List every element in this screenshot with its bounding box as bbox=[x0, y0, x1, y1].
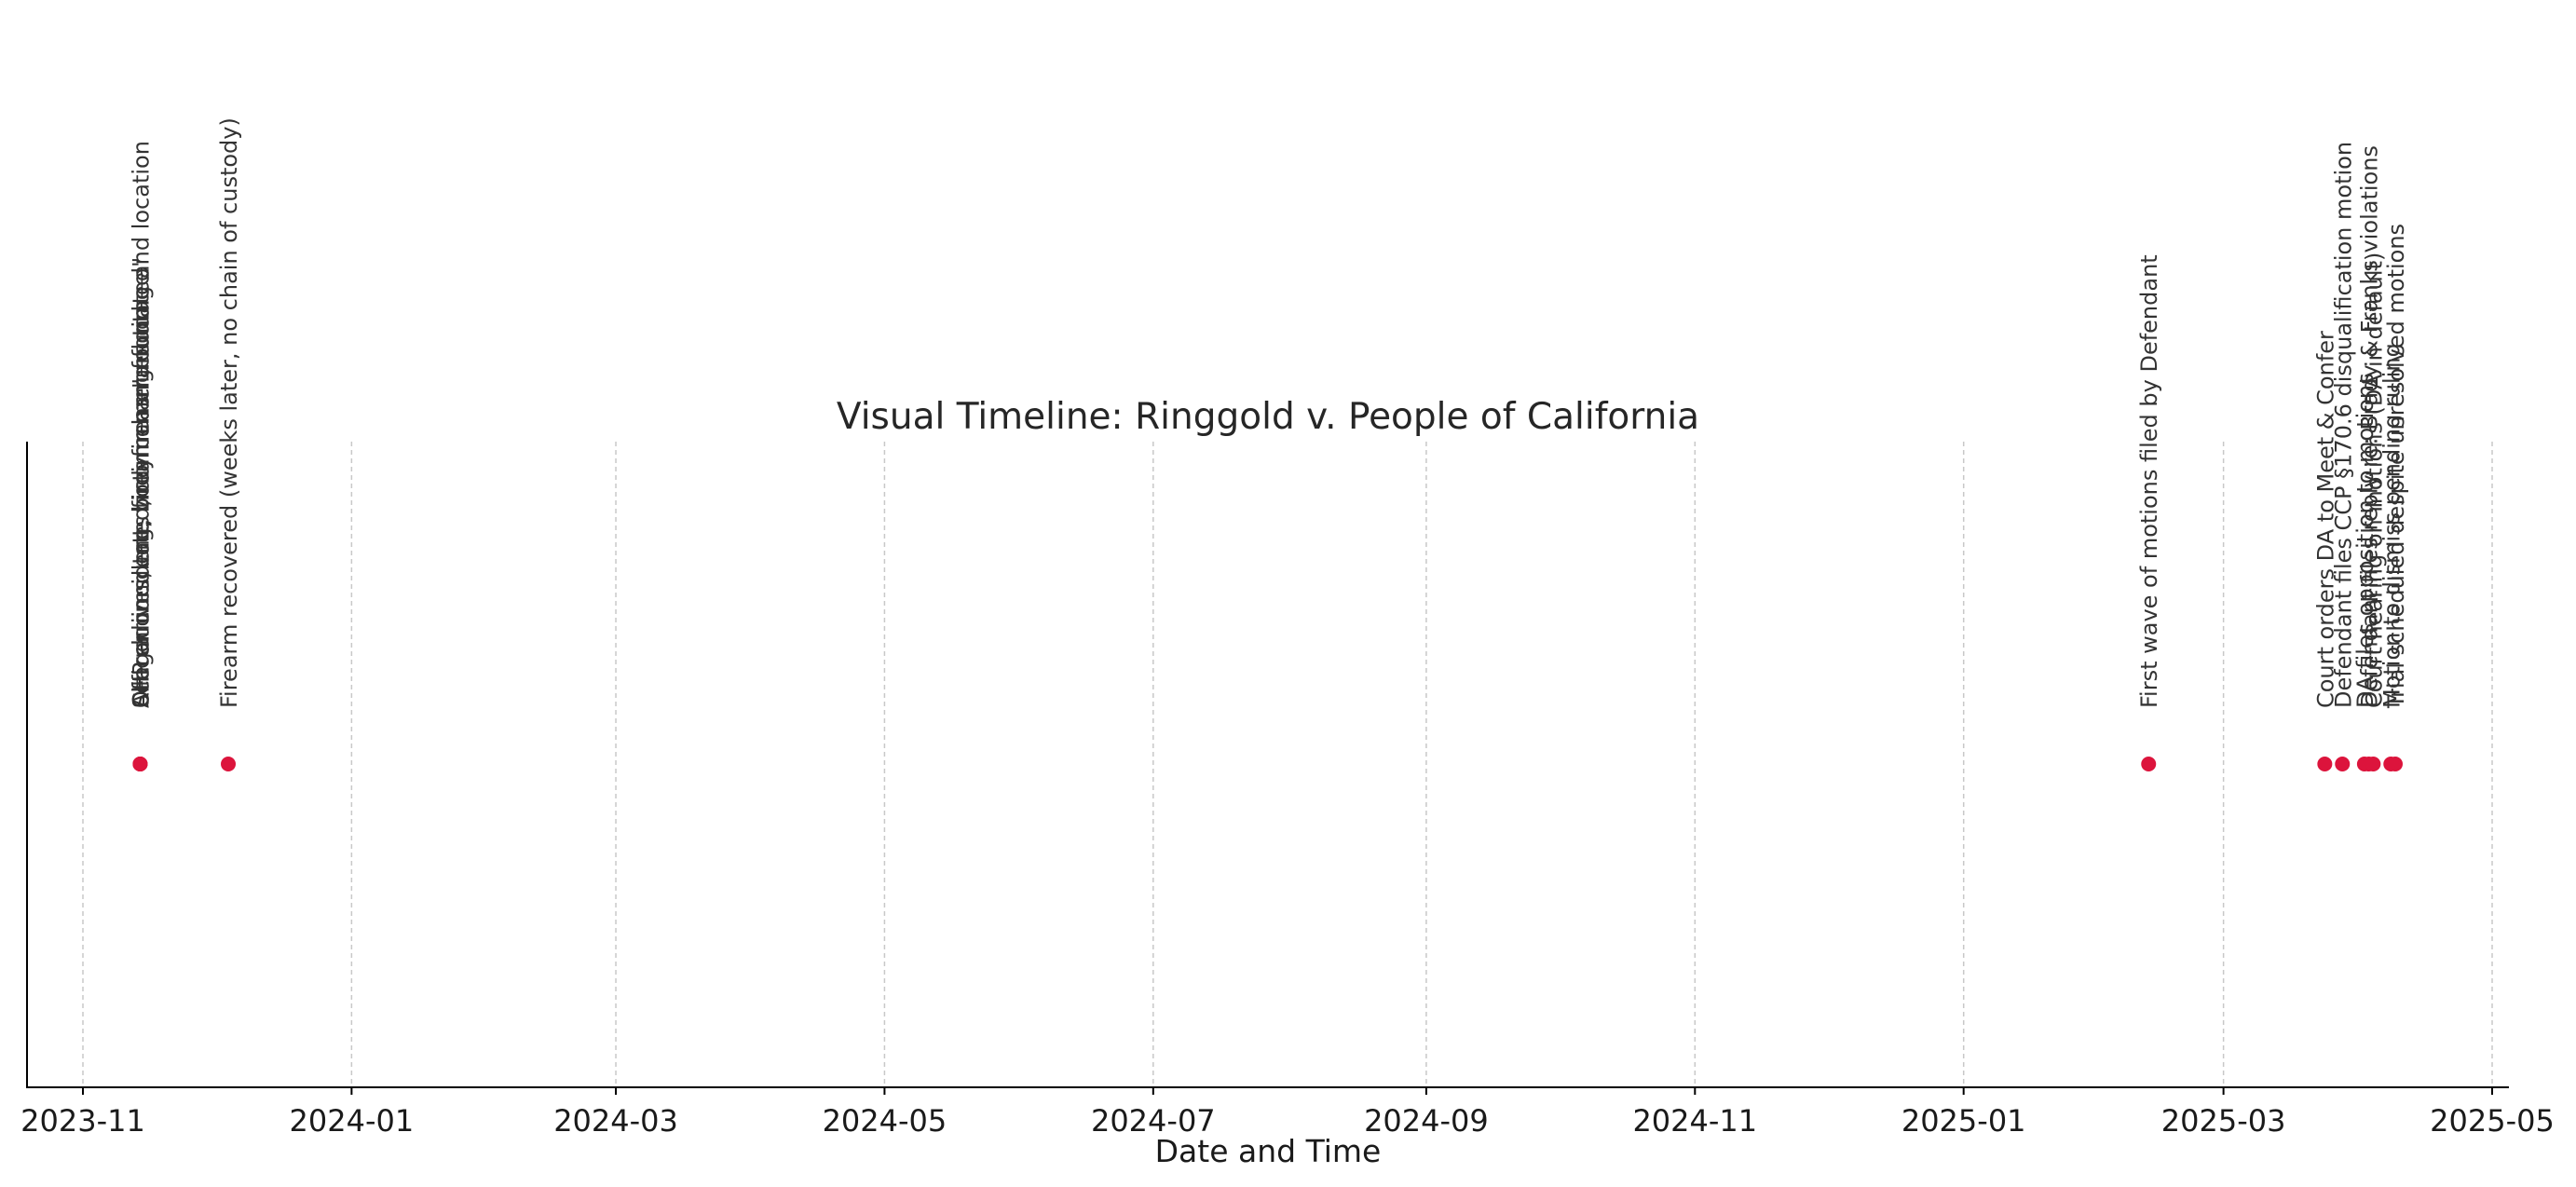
chart-title: Visual Timeline: Ringgold v. People of C… bbox=[837, 396, 1699, 438]
grid-lines bbox=[82, 442, 2493, 1087]
event-label: Firearm recovered (weeks later, no chain… bbox=[216, 117, 242, 708]
event-marker bbox=[2365, 757, 2381, 771]
event-label: First wave of motions filed by Defendant bbox=[2136, 254, 2162, 708]
x-tick-label: 2024-09 bbox=[1364, 1103, 1489, 1139]
x-ticks: 2023-11 2024-01 2024-03 2024-05 2024-07 2024-… bbox=[20, 1087, 2555, 1139]
event-label: DA files opposition to motions bbox=[2352, 373, 2378, 708]
event-labels: Alleged incident; victim changes time an… bbox=[128, 117, 2409, 709]
x-tick-label: 2024-07 bbox=[1091, 1103, 1216, 1139]
event-marker bbox=[2141, 757, 2157, 771]
x-tick-label: 2024-05 bbox=[823, 1103, 947, 1139]
event-marker bbox=[2387, 757, 2403, 771]
event-marker bbox=[2317, 757, 2333, 771]
event-label: Trial scheduled despite unresolved motio… bbox=[2383, 224, 2409, 709]
event-label: Defendant files reply re: Brady & Franks… bbox=[2357, 145, 2383, 708]
x-axis-title: Date and Time bbox=[1155, 1133, 1382, 1169]
event-label: Court orders DA to Meet & Confer bbox=[2312, 331, 2338, 708]
event-label: Officer on scene, body camera footage bbox=[128, 272, 154, 708]
x-tick-label: 2024-11 bbox=[1632, 1103, 1757, 1139]
event-marker bbox=[2335, 757, 2351, 771]
x-tick-label: 2024-03 bbox=[553, 1103, 678, 1139]
event-label: Defendant files CCP §170.6 disqualificat… bbox=[2330, 142, 2356, 708]
event-marker bbox=[132, 757, 148, 771]
event-label: CHP arrives, tags firearm as "unlocated" bbox=[128, 257, 154, 708]
event-label: Alleged incident; victim changes time an… bbox=[128, 141, 154, 708]
event-label: Search conducted, no firearm found bbox=[128, 306, 154, 708]
x-tick-label: 2025-01 bbox=[1901, 1103, 2026, 1139]
event-marker bbox=[221, 757, 237, 771]
event-label: Court hearing on motions (DA in default) bbox=[2361, 252, 2387, 708]
x-tick-label: 2025-03 bbox=[2161, 1103, 2286, 1139]
x-tick-label: 2023-11 bbox=[20, 1103, 145, 1139]
event-markers bbox=[132, 757, 2403, 771]
x-tick-label: 2024-01 bbox=[290, 1103, 415, 1139]
x-tick-label: 2025-05 bbox=[2430, 1103, 2555, 1139]
event-label: Motion to dismiss pending ruling bbox=[2378, 343, 2405, 708]
